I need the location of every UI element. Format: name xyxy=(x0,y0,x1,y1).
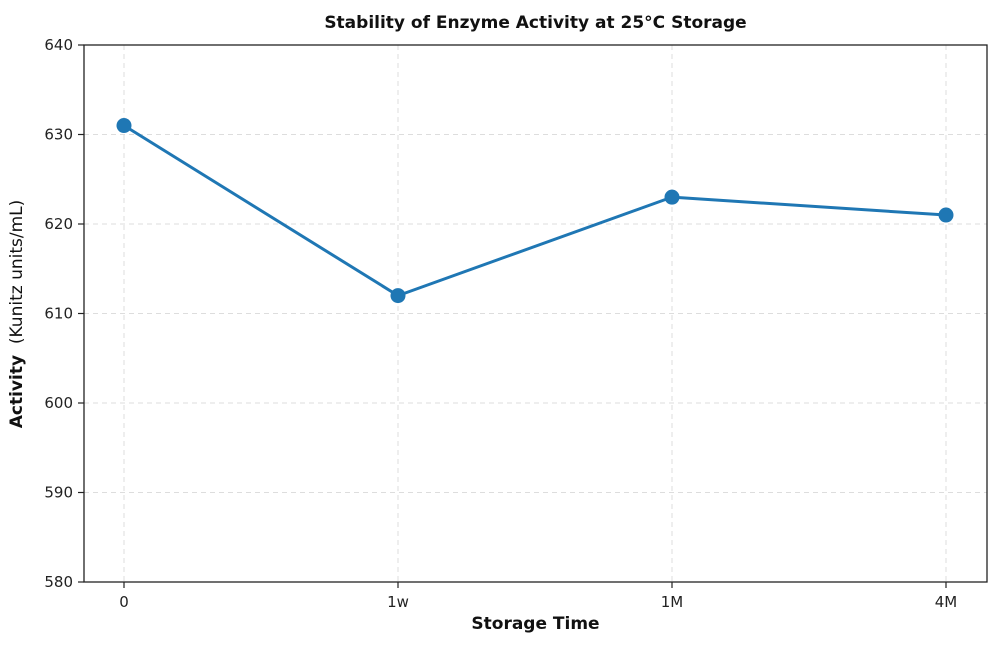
data-point-marker xyxy=(390,288,406,304)
y-tick-label: 620 xyxy=(44,215,73,233)
y-tick-label: 610 xyxy=(44,305,73,323)
x-tick-label: 4M xyxy=(935,593,958,611)
x-tick-label: 1w xyxy=(387,593,409,611)
x-axis-label: Storage Time xyxy=(471,614,600,634)
y-tick-label: 590 xyxy=(44,484,73,502)
axes: 580 590 600 610 620 630 640 0 1w 1M 4M xyxy=(44,36,988,611)
chart-title: Stability of Enzyme Activity at 25°C Sto… xyxy=(324,13,747,33)
gridlines xyxy=(84,44,987,583)
data-point-marker xyxy=(664,189,680,205)
y-tick-label: 580 xyxy=(44,573,73,591)
data-point-marker xyxy=(938,207,954,223)
y-tick-label: 630 xyxy=(44,126,73,144)
x-tick-label: 0 xyxy=(119,593,129,611)
series-line xyxy=(123,124,947,298)
data-series xyxy=(116,118,954,304)
data-point-marker xyxy=(116,118,132,134)
y-tick-label: 600 xyxy=(44,394,73,412)
x-tick-label: 1M xyxy=(661,593,684,611)
y-tick-label: 640 xyxy=(44,36,73,54)
